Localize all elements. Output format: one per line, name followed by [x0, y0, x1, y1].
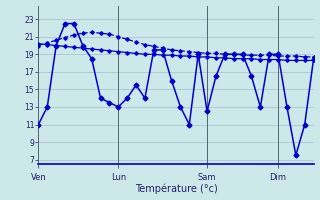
- X-axis label: Température (°c): Température (°c): [135, 183, 217, 194]
